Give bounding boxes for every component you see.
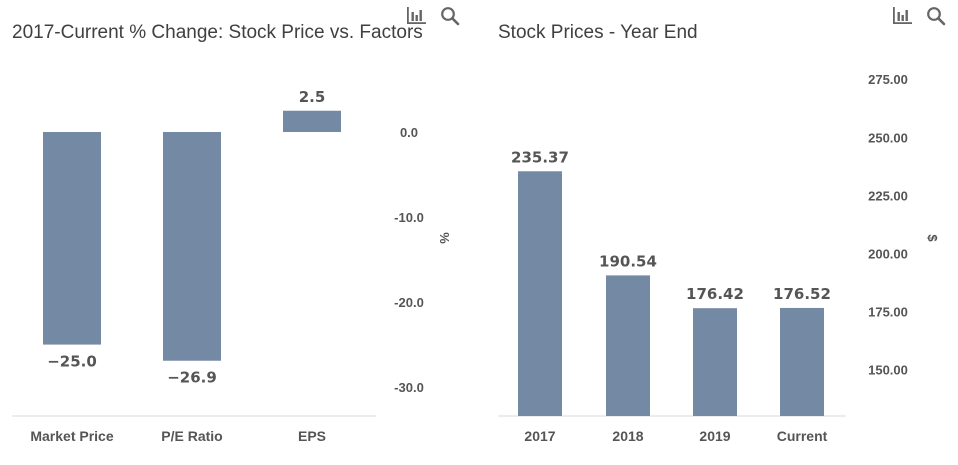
stock-price-chart-panel: Stock Prices - Year End [478,0,958,465]
search-icon [440,6,460,31]
category-label: Current [777,428,828,444]
data-label: 235.37 [511,148,569,166]
y-tick-label: -20.0 [394,295,424,310]
bar-current [780,307,824,416]
percent-change-chart-panel: 2017-Current % Change: Stock Price vs. F… [0,0,478,465]
bar-market-price [43,132,101,345]
category-label: 2018 [612,428,643,444]
data-label: 176.52 [773,285,831,303]
y-tick-label: -10.0 [394,210,424,225]
bar-2019 [693,308,737,416]
percent-change-bar-chart: −25.0 −26.9 2.5 Market Price P/E Ratio EPS 0… [12,88,452,444]
category-label: Market Price [30,428,113,444]
chart-toolbar [404,6,462,30]
chart-title: Stock Prices - Year End [498,22,698,43]
y-axis-title: % [437,232,452,244]
y-tick-label: 175.00 [868,304,908,319]
bar-p-e-ratio [163,132,221,361]
bar-eps [283,110,341,133]
category-label: EPS [298,428,326,444]
chart-title: 2017-Current % Change: Stock Price vs. F… [12,22,423,43]
bar-2018 [606,275,650,416]
y-tick-label: 275.00 [868,72,908,87]
y-tick-label: 250.00 [868,130,908,145]
chart-type-button[interactable] [404,6,428,30]
search-icon [926,6,946,31]
zoom-button[interactable] [438,6,462,30]
y-tick-label: 200.00 [868,246,908,261]
category-label: P/E Ratio [161,428,222,444]
chart-toolbar [890,6,948,30]
data-label: 176.42 [686,285,744,303]
data-label: 2.5 [299,88,326,106]
bar-chart-icon [405,6,427,30]
data-label: 190.54 [599,252,657,270]
category-label: 2017 [524,428,555,444]
y-axis-title: $ [925,234,940,242]
bar-2017 [518,171,562,416]
stock-price-bar-chart: 235.37 190.54 176.42 176.52 2017 2018 2019 Cur… [498,72,940,444]
y-tick-label: 0.0 [400,125,418,140]
y-tick-label: 225.00 [868,188,908,203]
data-label: −25.0 [47,353,97,371]
category-label: 2019 [699,428,730,444]
zoom-button[interactable] [924,6,948,30]
y-tick-label: -30.0 [394,380,424,395]
data-label: −26.9 [167,369,217,387]
bar-chart-icon [891,6,913,30]
y-tick-label: 150.00 [868,363,908,378]
chart-type-button[interactable] [890,6,914,30]
